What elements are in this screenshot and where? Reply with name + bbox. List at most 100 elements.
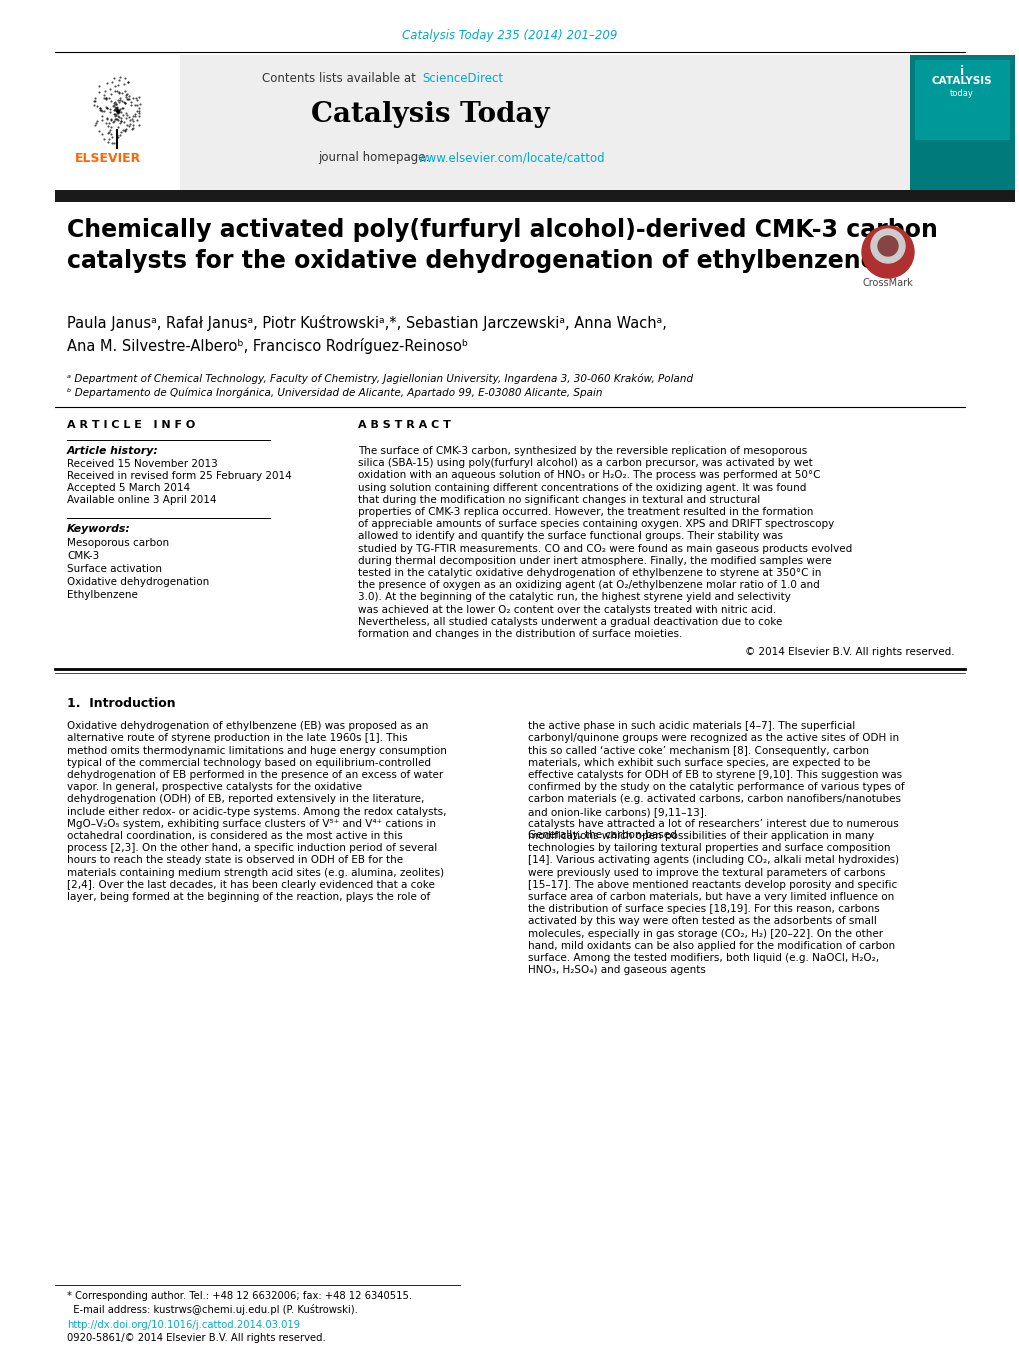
Circle shape: [877, 236, 897, 255]
Point: [128, 109, 145, 131]
Text: 0920-5861/© 2014 Elsevier B.V. All rights reserved.: 0920-5861/© 2014 Elsevier B.V. All right…: [67, 1333, 325, 1343]
Point: [91, 74, 107, 96]
Point: [108, 93, 124, 115]
Point: [104, 72, 120, 93]
Point: [118, 85, 135, 107]
Point: [111, 124, 127, 146]
Text: was achieved at the lower O₂ content over the catalysts treated with nitric acid: was achieved at the lower O₂ content ove…: [358, 605, 775, 615]
Point: [113, 101, 129, 123]
Text: Received in revised form 25 February 2014: Received in revised form 25 February 201…: [67, 471, 291, 481]
Point: [106, 95, 122, 116]
Point: [86, 95, 102, 116]
Text: and onion-like carbons) [9,11–13].

Generally, the carbon-based: and onion-like carbons) [9,11–13]. Gener…: [528, 807, 706, 840]
Point: [109, 100, 125, 122]
Point: [109, 100, 125, 122]
Point: [109, 101, 125, 123]
Point: [124, 119, 141, 141]
Point: [111, 92, 127, 113]
Point: [124, 116, 141, 138]
Point: [112, 120, 128, 142]
Text: journal homepage:: journal homepage:: [318, 151, 433, 165]
Text: Received 15 November 2013: Received 15 November 2013: [67, 459, 217, 469]
Text: HNO₃, H₂SO₄) and gaseous agents: HNO₃, H₂SO₄) and gaseous agents: [528, 965, 705, 975]
Text: 1.  Introduction: 1. Introduction: [67, 697, 175, 711]
Text: Oxidative dehydrogenation of ethylbenzene (EB) was proposed as an: Oxidative dehydrogenation of ethylbenzen…: [67, 721, 428, 731]
Point: [104, 126, 120, 147]
Point: [98, 86, 114, 108]
Point: [112, 107, 128, 128]
Text: properties of CMK-3 replica occurred. However, the treatment resulted in the for: properties of CMK-3 replica occurred. Ho…: [358, 507, 812, 517]
Text: octahedral coordination, is considered as the most active in this: octahedral coordination, is considered a…: [67, 831, 403, 842]
Point: [115, 104, 131, 126]
Text: Paula Janusᵃ, Rafał Janusᵃ, Piotr Kuśtrowskiᵃ,*, Sebastian Jarczewskiᵃ, Anna Wac: Paula Janusᵃ, Rafał Janusᵃ, Piotr Kuśtro…: [67, 315, 666, 354]
Point: [106, 99, 122, 120]
Point: [99, 97, 115, 119]
Point: [92, 100, 108, 122]
Text: catalysts have attracted a lot of researchers’ interest due to numerous: catalysts have attracted a lot of resear…: [528, 819, 898, 828]
Point: [122, 95, 139, 116]
Point: [128, 93, 145, 115]
Point: [114, 97, 130, 119]
Point: [118, 119, 135, 141]
Point: [127, 105, 144, 127]
Point: [109, 100, 125, 122]
Point: [103, 108, 119, 130]
Text: molecules, especially in gas storage (CO₂, H₂) [20–22]. On the other: molecules, especially in gas storage (CO…: [528, 928, 882, 939]
Point: [109, 100, 125, 122]
Point: [128, 89, 145, 111]
Point: [105, 111, 121, 132]
Point: [108, 108, 124, 130]
Text: were previously used to improve the textural parameters of carbons: were previously used to improve the text…: [528, 867, 884, 878]
Point: [96, 128, 112, 150]
Point: [91, 81, 107, 103]
Point: [103, 123, 119, 145]
Point: [87, 115, 103, 136]
Point: [108, 108, 124, 130]
Point: [121, 85, 138, 107]
Point: [106, 108, 122, 130]
Point: [106, 92, 122, 113]
Point: [122, 109, 139, 131]
Point: [109, 103, 125, 124]
Point: [130, 100, 147, 122]
Point: [116, 119, 132, 141]
Point: [126, 93, 143, 115]
Point: [89, 95, 105, 116]
Point: [98, 86, 114, 108]
Text: ELSEVIER: ELSEVIER: [75, 153, 141, 165]
Point: [108, 97, 124, 119]
Point: [107, 96, 123, 118]
Text: today: today: [949, 89, 973, 99]
Point: [111, 107, 127, 128]
Text: activated by this way were often tested as the adsorbents of small: activated by this way were often tested …: [528, 916, 876, 927]
Point: [106, 104, 122, 126]
Point: [131, 105, 148, 127]
Point: [86, 91, 102, 112]
Point: [94, 105, 110, 127]
Point: [110, 109, 126, 131]
Point: [99, 97, 115, 119]
Point: [121, 88, 138, 109]
Point: [106, 109, 122, 131]
Point: [107, 91, 123, 112]
Point: [101, 86, 117, 108]
Point: [109, 97, 125, 119]
Text: this so called ‘active coke’ mechanism [8]. Consequently, carbon: this so called ‘active coke’ mechanism […: [528, 746, 868, 755]
Text: include either redox- or acidic-type systems. Among the redox catalysts,: include either redox- or acidic-type sys…: [67, 807, 446, 816]
Point: [103, 116, 119, 138]
Circle shape: [861, 226, 913, 278]
Point: [92, 97, 108, 119]
Point: [107, 104, 123, 126]
Text: Accepted 5 March 2014: Accepted 5 March 2014: [67, 484, 190, 493]
Point: [98, 88, 114, 109]
Text: hand, mild oxidants can be also applied for the modification of carbon: hand, mild oxidants can be also applied …: [528, 940, 895, 951]
Point: [109, 105, 125, 127]
Point: [118, 86, 135, 108]
Text: [2,4]. Over the last decades, it has been clearly evidenced that a coke: [2,4]. Over the last decades, it has bee…: [67, 880, 434, 890]
Point: [103, 84, 119, 105]
Point: [111, 99, 127, 120]
Text: Catalysis Today 235 (2014) 201–209: Catalysis Today 235 (2014) 201–209: [401, 30, 618, 42]
Text: formation and changes in the distribution of surface moieties.: formation and changes in the distributio…: [358, 630, 682, 639]
Text: the distribution of surface species [18,19]. For this reason, carbons: the distribution of surface species [18,…: [528, 904, 878, 915]
Point: [91, 120, 107, 142]
